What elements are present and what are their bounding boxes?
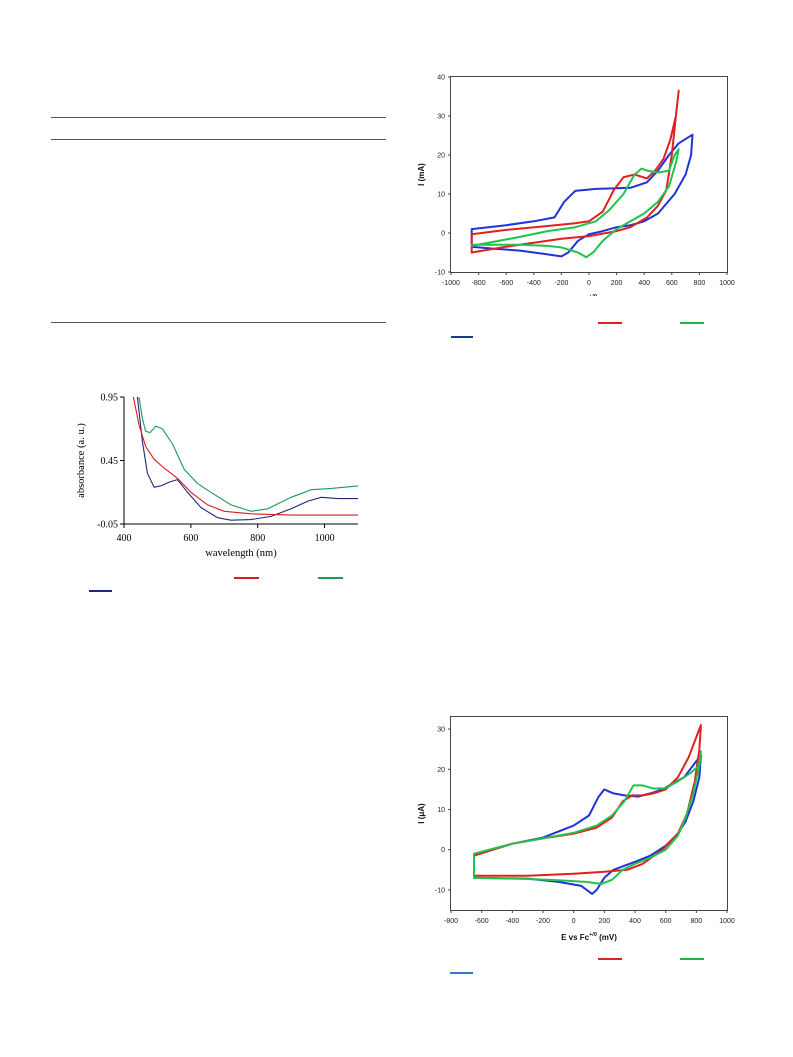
y-tick-label: 40 [437,75,445,82]
legend-line-cv1-green [680,322,704,324]
y-tick-label: -10 [435,270,445,277]
x-tick-label: -400 [505,918,519,925]
legend-line-cv2-red [598,958,622,960]
x-tick-label: 600 [660,918,672,925]
legend-line-cv1-red [598,322,622,324]
x-tick-label: -1000 [442,280,460,287]
x-axis-label: E vs Fc+/0 (mV) [561,932,617,942]
series-line-3 [473,750,702,885]
y-tick-label: 10 [437,192,445,199]
series-line-1 [136,397,358,521]
x-tick-label: 1000 [719,280,735,287]
x-tick-label: 0 [587,280,591,287]
y-tick-label: 10 [437,807,445,814]
x-tick-label: 0 [572,918,576,925]
y-tick-label: 0.45 [101,456,119,467]
x-tick-label: -200 [554,280,568,287]
plot-frame [450,716,728,911]
x-tick-label: 600 [183,533,198,544]
x-tick-label: 600 [666,280,678,287]
table-bottom-rule [51,322,386,323]
x-tick-label: 400 [638,280,650,287]
legend-line-uv-red [234,577,259,579]
x-tick-label: 200 [598,918,610,925]
x-tick-label: 1000 [719,918,735,925]
y-tick-label: 30 [437,727,445,734]
table-top-rule [51,117,386,118]
x-tick-label: -800 [444,918,458,925]
y-axis-label: I (μA) [417,803,426,824]
x-tick-label: 400 [117,533,132,544]
cv-chart-2: -800 -600 -400 -200 0 200 400 600 800 1000 -10 0 10 2… [417,716,735,942]
series-line-2 [470,89,680,254]
series-line-3 [470,148,680,259]
series-line-1 [473,754,702,895]
legend-line-uv-navy [89,590,112,592]
legend-line-cv2-blue [450,972,473,974]
y-tick-label: 0 [441,231,445,238]
x-tick-label: 800 [690,918,702,925]
table-header-rule [51,139,386,140]
series-line-3 [138,397,358,512]
y-tick-label: 0.95 [101,393,119,404]
y-tick-label: 20 [437,153,445,160]
x-axis-label: wavelength (nm) [205,548,277,559]
y-tick-label: 30 [437,114,445,121]
series-line-1 [470,133,694,258]
series-line-2 [473,724,702,877]
x-tick-label: 200 [611,280,623,287]
cv-chart-1: -1000 -800 -600 -400 -200 0 200 400 600 800 1000-1… [417,75,735,297]
x-tick-label: 1000 [315,533,335,544]
x-tick-label: -600 [499,280,513,287]
x-tick-label: 800 [250,533,265,544]
y-tick-label: -10 [435,887,445,894]
x-tick-label: -600 [475,918,489,925]
x-tick-label: -400 [527,280,541,287]
y-tick-label: -0.05 [97,520,118,531]
x-tick-label: 400 [629,918,641,925]
x-tick-label: -800 [472,280,486,287]
y-axis-label: absorbance (a. u.) [76,423,87,498]
y-tick-label: 20 [437,767,445,774]
legend-line-uv-green [318,577,343,579]
legend-line-cv2-green [680,958,704,960]
legend-line-cv1-blue [451,336,473,338]
x-tick-label: -200 [536,918,550,925]
uv-vis-chart: 400 600 800 1000 -0.05 0.45 0.95 absorbance (a.… [76,393,358,559]
y-tick-label: 0 [441,847,445,854]
y-axis-label: I (mA) [417,163,426,186]
x-tick-label: 800 [694,280,706,287]
x-axis-label: E vs Fc+/0 (mV) [561,294,617,296]
series-line-2 [132,397,358,516]
